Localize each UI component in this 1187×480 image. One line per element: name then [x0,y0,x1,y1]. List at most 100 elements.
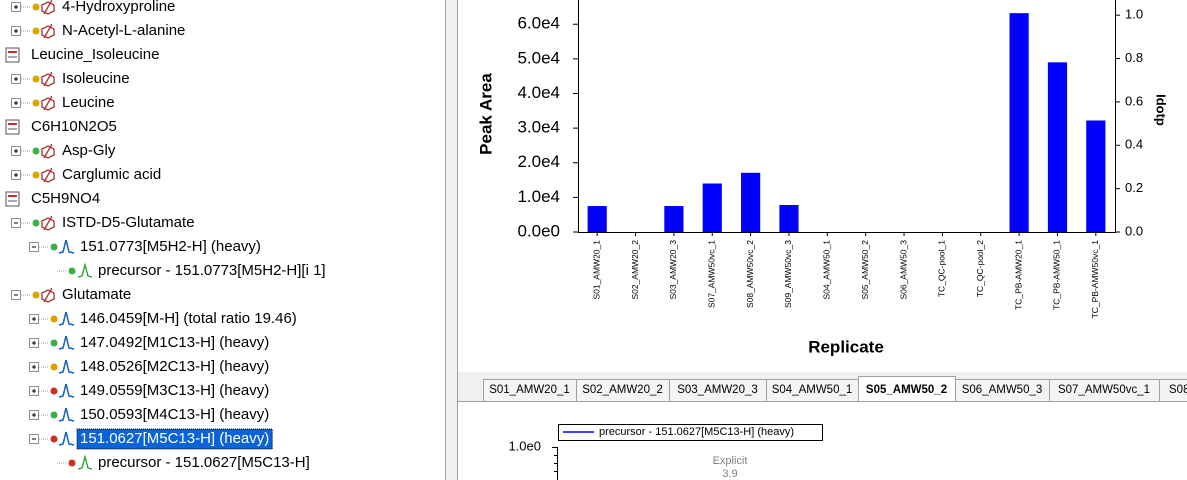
bar-chart: Peak Area Idotp Replicate 0.0e0 1.0e4 2.0e… [476,0,1169,356]
molecule-icon [41,23,55,39]
molecule-icon [41,95,55,111]
tab[interactable]: S02_AMW20_2 [576,379,670,402]
status-dot [32,27,40,35]
x-tick-label: S07_AMW50vc_1 [707,240,717,308]
tab[interactable]: S01_AMW20_1 [483,379,577,402]
transition-icon [77,454,93,470]
y-axis-label: Peak Area [476,73,495,155]
group-icon [5,191,20,207]
tab[interactable]: S04_AMW50_1 [766,379,859,402]
x-tick-label: TC_PB-AMW20_1 [1013,240,1023,310]
tree-node[interactable]: precursor - 151.0627[M5C13-H] [57,454,310,471]
bar [1047,62,1068,233]
tabs: S01_AMW20_1 S02_AMW20_2 S03_AMW20_3 S04_AMW… [483,376,1187,402]
y-tick-label: 2.0e4 [517,152,560,171]
status-dot [32,99,40,107]
x-tick-label: TC_QC-pool_2 [975,240,985,297]
molecule-icon [41,0,55,15]
tree-label: precursor - 151.0773[M5H2-H][i 1] [98,262,326,279]
tree-label: 146.0459[M-H] (total ratio 19.46) [80,310,297,327]
bar [1086,120,1106,232]
tree-label: C6H10N2O5 [31,118,117,135]
status-dot [50,435,58,443]
peak-icon [58,335,75,350]
tab[interactable]: S07_AMW50vc_1 [1049,379,1160,402]
tree-node[interactable]: Isoleucine [11,70,130,87]
tree-node[interactable]: 146.0459[M-H] (total ratio 19.46) [29,310,297,327]
tree-label: Asp-Gly [62,142,116,159]
tree-node[interactable]: 4-Hydroxyproline [11,0,176,15]
legend-entry: precursor - 151.0627[M5C13-H] (heavy) [599,426,794,438]
tree-node[interactable]: ISTD-D5-Glutamate [11,214,195,231]
tree-label: 151.0627[M5C13-H] (heavy) [80,430,269,447]
y-tick-label: 5.0e4 [517,48,560,67]
status-dot [32,3,40,11]
y2-tick-label: 0.2 [1125,180,1143,195]
transition-icon [77,262,93,278]
x-tick-label: TC_PB-AMW50vc_1 [1090,240,1100,319]
peak-icon [58,239,75,254]
selection-highlight [76,428,273,450]
peak-icon [58,359,75,374]
tree-node[interactable]: 149.0559[M3C13-H] (heavy) [29,382,270,399]
tree-label: 149.0559[M3C13-H] (heavy) [80,382,269,399]
tab[interactable]: S08 [1159,379,1187,402]
status-dot [50,315,58,323]
tree-node[interactable]: Asp-Gly [11,142,116,159]
x-tick-label: S03_AMW20_3 [668,240,678,300]
tree-node[interactable]: 148.0526[M2C13-H] (heavy) [29,358,270,375]
tree-node[interactable]: 151.0773[M5H2-H] (heavy) [29,238,261,255]
tab-label: S03_AMW20_3 [677,384,758,396]
molecule-icon [41,287,55,303]
tree-node[interactable]: 150.0593[M4C13-H] (heavy) [29,406,270,423]
tree-label: N-Acetyl-L-alanine [62,22,185,39]
molecule-icon [41,215,55,231]
tab[interactable]: S06_AMW50_3 [955,379,1050,402]
x-tick-label: S05_AMW50_2 [860,240,870,300]
status-dot [32,75,40,83]
tree-node[interactable]: Leucine_Isoleucine [5,46,159,63]
tab-label: S04_AMW50_1 [772,384,853,396]
tree-node[interactable]: N-Acetyl-L-alanine [11,22,186,39]
tab[interactable]: S03_AMW20_3 [669,379,767,402]
x-tick-label: TC_PB-AMW50_1 [1052,240,1062,310]
y2-tick-label: 0.4 [1125,137,1143,152]
y2-tick-label: 0.8 [1125,50,1143,65]
tree-node[interactable]: Glutamate [11,286,132,303]
bar [1009,13,1029,233]
tree-label: 150.0593[M4C13-H] (heavy) [80,406,269,423]
tree-label: Glutamate [62,286,131,303]
x-axis-label: Replicate [808,337,884,356]
x-tick-label: S04_AMW50_1 [822,240,832,300]
tree-label: 148.0526[M2C13-H] (heavy) [80,358,269,375]
tree-node[interactable]: 147.0492[M1C13-H] (heavy) [29,334,270,351]
tree-label: Leucine [62,94,115,111]
tab-label: S02_AMW20_2 [582,384,663,396]
bar [587,206,607,232]
tree-node[interactable]: Leucine [11,94,115,111]
y2-tick-label: 1.0 [1125,7,1143,22]
x-tick-label: S01_AMW20_1 [591,240,601,300]
y-tick-label: 0.0e0 [517,221,560,240]
status-dot [50,339,58,347]
x-tick-label: S02_AMW20_2 [630,240,640,300]
status-dot [50,363,58,371]
annotation: Explicit [713,455,748,467]
x-tick-label: TC_QC-pool_1 [937,240,947,297]
y2-tick-label: 0.0 [1125,223,1143,238]
status-dot [50,411,58,419]
peak-icon [58,407,75,422]
tab-body [1159,379,1187,402]
tab[interactable]: S05_AMW50_2 [858,376,956,402]
tree-node[interactable]: 151.0627[M5C13-H] (heavy) [29,428,273,450]
x-tick-label: S06_AMW50_3 [898,240,908,300]
splitter[interactable] [445,0,458,480]
tree-node[interactable]: precursor - 151.0773[M5H2-H][i 1] [57,262,326,279]
bar [664,206,684,232]
y-tick-label: 4.0e4 [517,83,560,102]
tree-node[interactable]: Carglumic acid [11,166,162,183]
tree-node[interactable]: C5H9NO4 [5,190,100,207]
tree-node[interactable]: C6H10N2O5 [5,118,117,135]
molecule-icon [41,167,55,183]
